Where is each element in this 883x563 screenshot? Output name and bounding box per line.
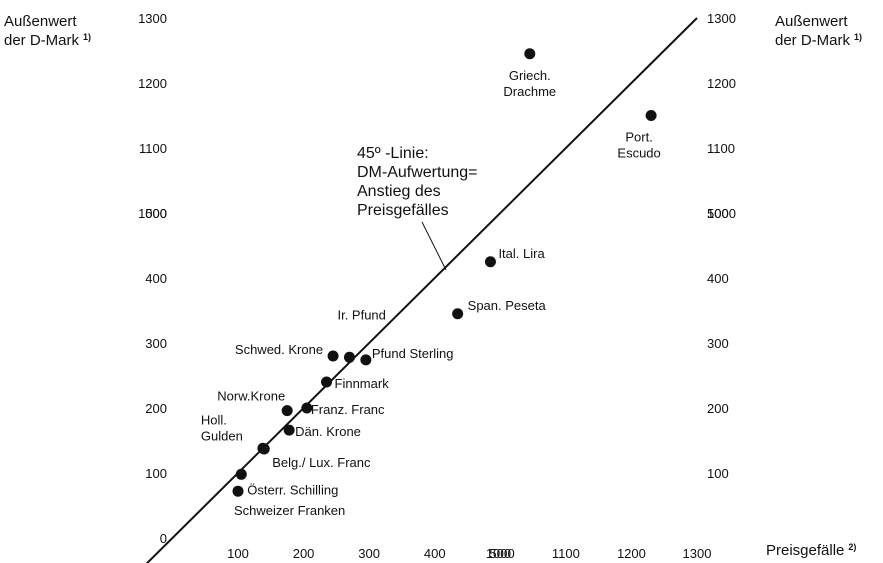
y-tick-label-left: 1200 bbox=[138, 76, 167, 91]
data-point bbox=[452, 308, 464, 320]
x-axis-title: Preisgefälle 2) bbox=[766, 542, 856, 559]
y-tick-label-left: 500 bbox=[145, 206, 167, 221]
y-tick-label-left: 100 bbox=[145, 466, 167, 481]
y-tick-label-right: 1300 bbox=[707, 11, 736, 26]
x-tick-label: 100 bbox=[227, 546, 249, 561]
x-tick-label: 200 bbox=[293, 546, 315, 561]
x-tick-label: 1000 bbox=[486, 546, 515, 561]
y-axis-title-line-1: Außenwert bbox=[4, 13, 77, 30]
y-tick-label-right: 300 bbox=[707, 336, 729, 351]
data-point bbox=[258, 443, 270, 455]
data-point bbox=[321, 376, 333, 388]
y-tick-label-left: 200 bbox=[145, 401, 167, 416]
y-tick-label-left: 1100 bbox=[139, 141, 167, 156]
y-tick-label-right: 1200 bbox=[707, 76, 736, 91]
y-axis-title-right-line-1: Außenwert bbox=[775, 13, 848, 30]
point-label: Schweizer Franken bbox=[234, 503, 345, 518]
reference-line-annotation: 45º -Linie: DM-Aufwertung= Anstieg des P… bbox=[357, 145, 478, 271]
y-axis-title-right: Außenwert der D-Mark 1) bbox=[775, 13, 862, 49]
y-axis-title-line-2: der D-Mark bbox=[4, 32, 80, 49]
y-tick-label-right: 1100 bbox=[707, 141, 735, 156]
point-label: Holl. Gulden bbox=[201, 412, 243, 443]
point-labels: Griech. Drachme Port. Escudo Ital. Lira Span.… bbox=[201, 68, 661, 518]
annotation-leader-line bbox=[421, 221, 447, 271]
point-label: Österr. Schilling bbox=[247, 482, 338, 497]
x-tick-label: 1300 bbox=[683, 546, 712, 561]
annotation-line-4: Preisgefälles bbox=[357, 202, 449, 219]
y-tick-label-left: 400 bbox=[145, 271, 167, 286]
point-label: Ital. Lira bbox=[498, 246, 545, 261]
point-label: Belg./ Lux. Franc bbox=[272, 455, 371, 470]
x-tick-label: 500 bbox=[489, 546, 511, 561]
data-points bbox=[232, 48, 657, 497]
point-label: Ir. Pfund bbox=[337, 307, 385, 322]
point-label: Schwed. Krone bbox=[235, 342, 323, 357]
data-point bbox=[283, 424, 295, 436]
y-tick-label-left: 300 bbox=[145, 336, 167, 351]
data-point bbox=[232, 485, 244, 497]
x-tick-label: 400 bbox=[424, 546, 446, 561]
x-tick-label: 300 bbox=[358, 546, 380, 561]
y-tick-label-right: 400 bbox=[707, 271, 729, 286]
point-label: Griech. Drachme bbox=[503, 68, 556, 99]
y-tick-label-right: 500 bbox=[707, 206, 729, 221]
reference-45-degree-line bbox=[145, 17, 698, 563]
y-axis-title-right-line-2: der D-Mark bbox=[775, 32, 851, 49]
data-point bbox=[281, 405, 293, 417]
annotation-line-2: DM-Aufwertung= bbox=[357, 164, 478, 181]
point-label: Pfund Sterling bbox=[372, 346, 454, 361]
y-tick-label-left: 1000 bbox=[138, 206, 167, 221]
point-label: Finnmark bbox=[335, 376, 390, 391]
x-axis-title-footnote: 2) bbox=[848, 542, 856, 552]
y-tick-label-right: 1000 bbox=[707, 206, 736, 221]
y-axis-title-footnote: 1) bbox=[83, 32, 91, 42]
point-label: Norw.Krone bbox=[217, 389, 285, 404]
x-axis-title-text: Preisgefälle bbox=[766, 542, 844, 559]
data-point bbox=[484, 256, 496, 268]
point-label: Franz. Franc bbox=[311, 402, 385, 417]
y-tick-label-right: 200 bbox=[707, 401, 729, 416]
y-tick-label-left: 0 bbox=[160, 531, 167, 546]
data-point bbox=[360, 354, 372, 366]
x-tick-label: 1100 bbox=[552, 546, 580, 561]
y-tick-label-right: 100 bbox=[707, 466, 729, 481]
annotation-line-1: 45º -Linie: bbox=[357, 145, 429, 162]
annotation-line-3: Anstieg des bbox=[357, 183, 441, 200]
y-tick-label-left: 1300 bbox=[138, 11, 167, 26]
data-point bbox=[524, 48, 536, 60]
point-label: Dän. Krone bbox=[295, 424, 361, 439]
y-axis-title-right-footnote: 1) bbox=[854, 32, 862, 42]
data-point bbox=[301, 402, 313, 414]
reference-line-layer bbox=[145, 17, 698, 563]
x-tick-label: 1200 bbox=[617, 546, 646, 561]
point-label: Port. Escudo bbox=[617, 130, 660, 161]
data-point bbox=[645, 110, 657, 121]
y-axis-title-left: Außenwert der D-Mark 1) bbox=[4, 13, 91, 49]
data-point bbox=[235, 468, 247, 480]
data-point bbox=[327, 350, 339, 362]
svg-text:Außenwert: Außenwert bbox=[4, 13, 77, 30]
point-label: Span. Peseta bbox=[468, 298, 547, 313]
data-point bbox=[343, 351, 355, 363]
svg-text:Außenwert: Außenwert bbox=[775, 13, 848, 30]
